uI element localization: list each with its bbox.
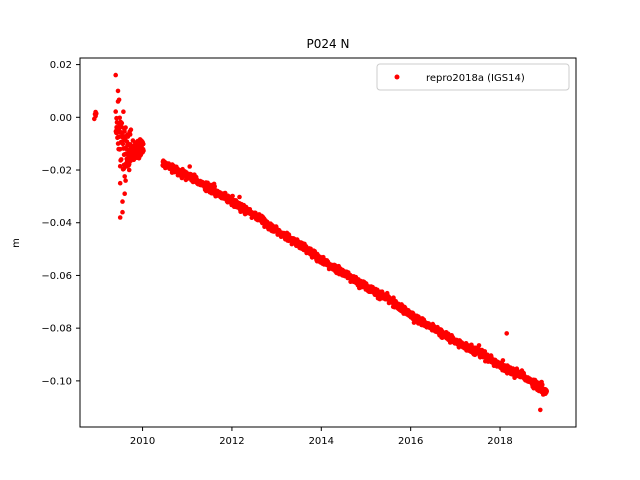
- data-point: [212, 184, 217, 189]
- y-tick-label: −0.02: [41, 166, 72, 177]
- data-point: [482, 349, 488, 354]
- y-tick-label: −0.04: [41, 218, 72, 229]
- data-point: [127, 132, 133, 137]
- data-point: [120, 141, 126, 147]
- data-point: [128, 127, 134, 132]
- data-point: [237, 194, 242, 200]
- data-point: [119, 120, 125, 126]
- data-point: [141, 148, 146, 153]
- data-point: [115, 88, 121, 94]
- x-tick-label: 2016: [398, 436, 423, 447]
- plot-frame: [79, 57, 577, 428]
- data-point: [540, 382, 545, 388]
- data-point: [117, 180, 123, 186]
- y-axis: 0.02 0.00 −0.02 −0.04 −0.06 −0.08 −0.10: [41, 60, 80, 387]
- x-tick-label: 2012: [219, 436, 244, 447]
- data-point: [126, 167, 132, 173]
- data-point: [120, 209, 125, 215]
- data-point: [121, 109, 126, 114]
- data-point: [120, 199, 125, 204]
- data-point: [117, 164, 123, 169]
- data-point: [113, 72, 118, 78]
- data-point: [122, 129, 127, 134]
- data-point: [123, 178, 128, 183]
- y-tick-label: −0.10: [41, 376, 72, 387]
- data-point: [119, 157, 124, 162]
- x-tick-label: 2010: [130, 436, 155, 447]
- x-tick-label: 2014: [309, 436, 334, 447]
- legend-label: repro2018a (IGS14): [426, 73, 525, 84]
- data-point: [122, 191, 127, 196]
- x-axis: 2010 2012 2014 2016 2018: [130, 427, 513, 447]
- legend: repro2018a (IGS14): [376, 63, 570, 91]
- data-point: [115, 99, 121, 104]
- y-tick-label: −0.08: [41, 324, 72, 335]
- data-point: [117, 115, 122, 121]
- data-point: [117, 215, 123, 220]
- data-point: [230, 193, 235, 199]
- y-tick-label: 0.00: [50, 113, 72, 124]
- data-points: [92, 72, 549, 413]
- data-point: [538, 407, 543, 413]
- data-point: [187, 164, 192, 169]
- legend-marker: [394, 74, 400, 80]
- data-point: [504, 331, 510, 336]
- data-point: [123, 125, 128, 130]
- y-tick-label: 0.02: [50, 60, 72, 71]
- chart-title: P024 N: [307, 37, 350, 51]
- data-point: [113, 109, 118, 114]
- y-axis-label: m: [11, 238, 22, 248]
- data-point: [544, 389, 549, 394]
- y-tick-label: −0.06: [41, 271, 72, 282]
- x-tick-label: 2018: [487, 436, 512, 447]
- data-point: [93, 109, 98, 115]
- data-point: [122, 174, 127, 179]
- data-point: [141, 141, 146, 147]
- legend-box: [376, 63, 570, 91]
- data-point: [500, 358, 506, 363]
- data-point: [476, 343, 482, 348]
